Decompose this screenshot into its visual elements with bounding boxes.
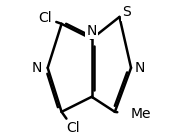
Text: Me: Me (131, 107, 152, 121)
Text: N: N (86, 24, 97, 38)
Text: Cl: Cl (39, 11, 52, 25)
Text: S: S (122, 5, 131, 19)
Text: Cl: Cl (66, 121, 80, 135)
Text: N: N (32, 61, 42, 75)
Text: N: N (135, 61, 146, 75)
